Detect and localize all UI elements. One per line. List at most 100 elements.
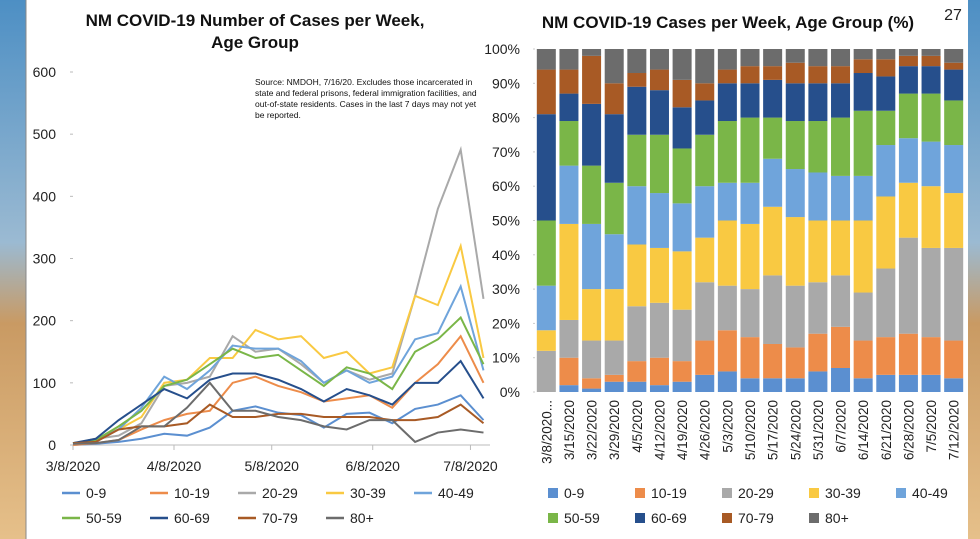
- bar-segment: [898, 49, 918, 56]
- bar-segment: [559, 319, 579, 358]
- y-tick-label: 40%: [492, 247, 520, 263]
- source-note: Source: NMDOH, 7/16/20. Excludes those i…: [255, 77, 477, 120]
- bar-segment: [898, 66, 918, 94]
- bar-segment: [876, 76, 896, 111]
- bar-segment: [604, 234, 624, 290]
- bar-segment: [559, 357, 579, 386]
- bar-segment: [717, 182, 737, 221]
- bar-segment: [627, 186, 647, 245]
- x-tick-label: 5/17/2020: [766, 400, 781, 460]
- series-line: [72, 283, 485, 445]
- x-tick-label: 5/31/2020: [811, 400, 826, 460]
- y-tick-label: 20%: [492, 315, 520, 331]
- bar-segment: [582, 378, 602, 389]
- bar-segment: [695, 83, 715, 101]
- y-tick-label: 70%: [492, 144, 520, 160]
- legend-label: 10-19: [174, 485, 210, 501]
- legend-label: 0-9: [564, 485, 584, 501]
- bar-segment: [582, 388, 602, 392]
- y-tick-label: 0: [48, 437, 56, 453]
- bar-segment: [717, 285, 737, 331]
- bar-segment: [649, 193, 669, 248]
- bar-segment: [808, 49, 828, 67]
- x-tick-label: 5/10/2020: [743, 400, 758, 460]
- bar-segment: [649, 247, 669, 303]
- bar-segment: [921, 374, 941, 392]
- bar-segment: [649, 385, 669, 392]
- legend-label: 70-79: [262, 510, 298, 526]
- bar-segment: [921, 247, 941, 338]
- bar-segment: [853, 49, 873, 60]
- legend-swatch: [635, 513, 645, 523]
- bar-segment: [536, 69, 556, 115]
- bar-segment: [717, 49, 737, 70]
- bar-segment: [763, 117, 783, 159]
- bar-segment: [921, 141, 941, 187]
- x-tick-label: 6/14/2020: [856, 400, 871, 460]
- legend-label: 40-49: [438, 485, 474, 501]
- legend-swatch: [896, 488, 906, 498]
- bar-segment: [831, 175, 851, 221]
- bar-segment: [876, 145, 896, 197]
- bar-segment: [695, 186, 715, 238]
- bar-segment: [604, 381, 624, 392]
- bar-segment: [876, 49, 896, 60]
- bar-segment: [627, 73, 647, 87]
- bar-segment: [944, 247, 964, 341]
- desktop-background: [0, 0, 26, 539]
- bar-segment: [944, 145, 964, 194]
- bar-segment: [853, 175, 873, 221]
- bar-segment: [831, 83, 851, 118]
- bar-segment: [853, 292, 873, 341]
- bar-segment: [898, 182, 918, 238]
- y-tick-label: 80%: [492, 110, 520, 126]
- bar-segment: [672, 309, 692, 362]
- bar-segment: [785, 49, 805, 63]
- bar-segment: [672, 361, 692, 382]
- page-number: 27: [944, 7, 962, 24]
- bar-segment: [763, 378, 783, 392]
- bar-segment: [921, 55, 941, 67]
- bar-segment: [785, 121, 805, 170]
- bar-segment: [536, 49, 556, 70]
- bar-segment: [831, 220, 851, 276]
- bar-segment: [763, 66, 783, 80]
- bar-segment: [627, 244, 647, 307]
- legend-swatch: [722, 513, 732, 523]
- bar-segment: [559, 165, 579, 224]
- x-tick-label: 3/22/2020: [585, 400, 600, 460]
- x-tick-label: 6/28/2020: [901, 400, 916, 460]
- y-tick-label: 90%: [492, 75, 520, 91]
- bar-segment: [672, 203, 692, 252]
- bar-segment: [785, 347, 805, 379]
- x-tick-label: 6/21/2020: [879, 400, 894, 460]
- desktop-background: [968, 0, 980, 539]
- bar-segment: [559, 69, 579, 94]
- x-tick-label: 5/8/2020: [244, 458, 299, 474]
- bar-segment: [876, 374, 896, 392]
- legend-label: 80+: [825, 510, 849, 526]
- bar-segment: [876, 337, 896, 375]
- bar-segment: [649, 134, 669, 194]
- bar-segment: [898, 333, 918, 375]
- bar-segment: [536, 220, 556, 286]
- bar-segment: [695, 340, 715, 375]
- bar-segment: [672, 49, 692, 80]
- bar-segment: [672, 107, 692, 149]
- bar-segment: [808, 220, 828, 283]
- legend-label: 10-19: [651, 485, 687, 501]
- bar-segment: [740, 182, 760, 224]
- y-tick-label: 100: [33, 375, 57, 391]
- legend-swatch: [722, 488, 732, 498]
- legend-swatch: [635, 488, 645, 498]
- bar-segment: [627, 361, 647, 382]
- legend-swatch: [548, 513, 558, 523]
- bar-segment: [627, 306, 647, 362]
- bar-segment: [740, 66, 760, 84]
- bar-segment: [944, 62, 964, 70]
- bar-segment: [672, 381, 692, 392]
- bar-segment: [740, 289, 760, 338]
- x-tick-label: 4/8/2020: [147, 458, 202, 474]
- bar-segment: [853, 340, 873, 379]
